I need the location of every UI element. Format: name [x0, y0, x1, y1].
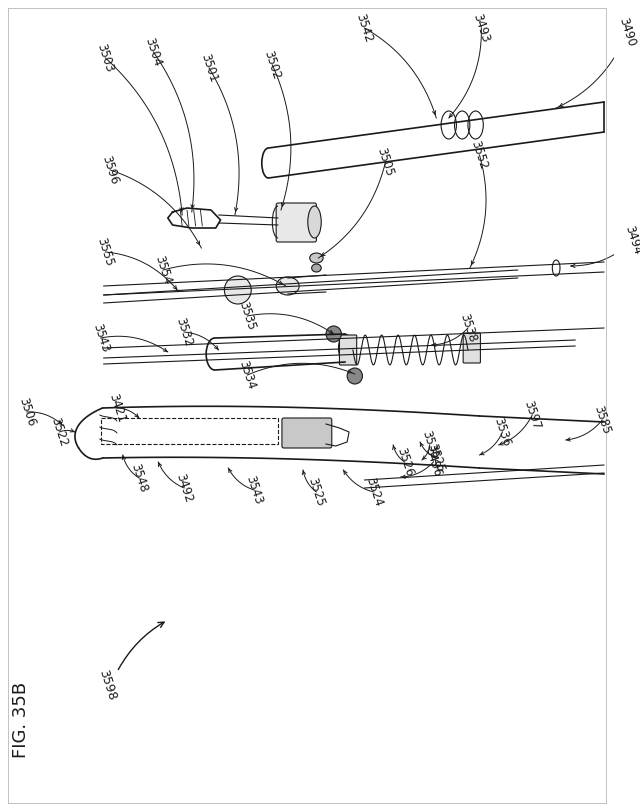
Ellipse shape — [308, 206, 321, 238]
Circle shape — [326, 326, 341, 342]
Text: 3502: 3502 — [262, 49, 283, 81]
Text: 3535: 3535 — [237, 300, 258, 332]
Text: 3496: 3496 — [422, 446, 444, 478]
Text: 3596: 3596 — [99, 154, 121, 187]
Text: 3505: 3505 — [375, 146, 396, 178]
Text: 3532: 3532 — [173, 316, 195, 348]
Text: 3585: 3585 — [591, 404, 613, 436]
Text: 3535: 3535 — [419, 429, 440, 461]
Text: 3543: 3543 — [90, 322, 111, 354]
FancyBboxPatch shape — [276, 203, 316, 242]
Text: 3552: 3552 — [468, 139, 490, 171]
Text: 3494: 3494 — [622, 224, 640, 256]
Text: 3506: 3506 — [16, 396, 38, 428]
Text: 3504: 3504 — [143, 36, 164, 68]
Text: 3597: 3597 — [522, 399, 543, 431]
Text: 3524: 3524 — [363, 476, 385, 508]
Text: 3542: 3542 — [354, 12, 375, 44]
Text: 3543: 3543 — [243, 474, 265, 506]
Text: 3421: 3421 — [106, 392, 128, 424]
Text: 3534: 3534 — [237, 359, 258, 391]
FancyBboxPatch shape — [339, 335, 356, 365]
Text: 3555: 3555 — [95, 236, 116, 268]
Text: 3490: 3490 — [616, 16, 638, 48]
Text: 3554: 3554 — [152, 254, 174, 286]
Text: FIG. 35B: FIG. 35B — [12, 682, 30, 758]
Circle shape — [347, 368, 362, 384]
Text: 3501: 3501 — [198, 52, 220, 84]
Ellipse shape — [339, 334, 352, 362]
Text: 3493: 3493 — [470, 12, 492, 44]
Ellipse shape — [312, 264, 321, 272]
Ellipse shape — [276, 277, 299, 295]
FancyBboxPatch shape — [463, 333, 481, 363]
Text: 3525: 3525 — [306, 476, 327, 508]
Text: 3492: 3492 — [173, 472, 195, 504]
Text: 3526: 3526 — [394, 446, 415, 478]
Ellipse shape — [310, 253, 323, 263]
Bar — [100, 418, 278, 444]
Text: 3548: 3548 — [128, 462, 150, 494]
Circle shape — [225, 276, 252, 304]
Text: 3536: 3536 — [492, 416, 513, 448]
Text: 3525: 3525 — [426, 442, 447, 474]
Text: 3538: 3538 — [457, 312, 479, 344]
Text: 3522: 3522 — [49, 416, 70, 448]
FancyBboxPatch shape — [282, 418, 332, 448]
Text: 3598: 3598 — [96, 668, 118, 702]
Text: 3503: 3503 — [95, 42, 116, 74]
